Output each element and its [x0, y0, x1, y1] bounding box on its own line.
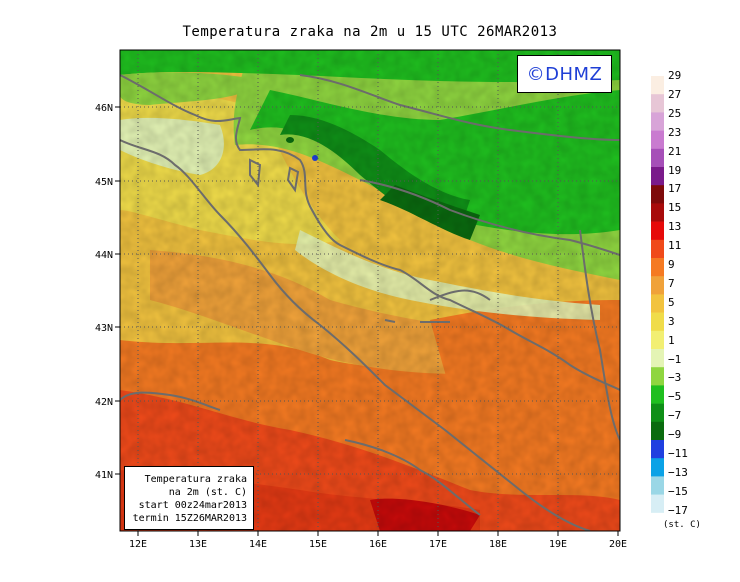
y-tick-label: 43N — [95, 323, 113, 334]
colorbar-label: −3 — [668, 371, 682, 385]
colorbar-label: 27 — [668, 87, 682, 101]
colorbar-label: −7 — [668, 409, 682, 423]
x-tick-label: 19E — [549, 539, 567, 550]
colorbar-label: 9 — [668, 258, 675, 271]
colorbar-swatch — [651, 221, 664, 241]
gridlines — [120, 50, 620, 531]
colorbar-label: 3 — [668, 314, 675, 328]
info-box: Temperatura zraka na 2m (st. C) start 00… — [124, 466, 254, 530]
colorbar-swatch — [651, 294, 664, 313]
colorbar-swatch — [651, 258, 664, 277]
x-tick-label: 12E — [129, 539, 147, 550]
info-line: na 2m (st. C) — [168, 487, 247, 498]
colorbar-label: 15 — [668, 201, 682, 215]
colorbar-swatch — [651, 440, 664, 459]
colorbar-label: 7 — [668, 276, 675, 290]
colorbar-label: 5 — [668, 295, 675, 309]
colorbar-label: −17 — [668, 503, 688, 517]
dhmz-logo: ©DHMZ — [517, 55, 612, 93]
colorbar-unit: (st. C) — [663, 520, 701, 530]
colorbar-swatch — [651, 494, 664, 513]
x-tick-labels: 12E 13E 14E 15E 16E 17E 18E 19E 20E — [129, 539, 627, 550]
colorbar-swatch — [651, 385, 664, 404]
colorbar-swatch — [651, 421, 664, 441]
colorbar-swatch — [651, 148, 664, 168]
x-tick-label: 14E — [249, 539, 267, 550]
colorbar-label: −11 — [668, 447, 688, 460]
x-tick-label: 20E — [609, 539, 627, 550]
colorbar-swatch — [651, 203, 664, 222]
colorbar-swatch — [651, 312, 664, 332]
colorbar-swatch — [651, 112, 664, 131]
colorbar-label: 11 — [668, 239, 682, 253]
colorbar-swatch — [651, 403, 664, 423]
temperature-field — [120, 50, 620, 531]
colorbar-label: 17 — [668, 182, 682, 196]
colorbar-label: 21 — [668, 144, 682, 158]
colorbar-label: 13 — [668, 220, 682, 234]
colorbar — [651, 76, 664, 513]
colorbar-swatch — [651, 349, 664, 368]
colorbar-swatch — [651, 458, 664, 477]
colorbar-swatch — [651, 239, 664, 259]
x-tick-label: 13E — [189, 539, 207, 550]
map-title: Temperatura zraka na 2m u 15 UTC 26MAR20… — [182, 24, 558, 40]
coastline — [120, 74, 620, 531]
colorbar-swatch — [651, 185, 664, 204]
colorbar-label: 25 — [668, 106, 682, 120]
colorbar-swatch — [651, 330, 664, 350]
x-tick-label: 17E — [429, 539, 447, 550]
colorbar-swatch — [651, 94, 664, 113]
colorbar-swatch — [651, 167, 664, 186]
colorbar-label: −5 — [668, 390, 682, 404]
y-tick-label: 45N — [95, 177, 113, 188]
x-tick-label: 15E — [309, 539, 327, 550]
info-line: termin 15Z26MAR2013 — [132, 513, 247, 524]
colorbar-label: 23 — [668, 125, 682, 139]
colorbar-label: −9 — [668, 428, 682, 442]
y-tick-label: 42N — [95, 397, 113, 408]
x-tick-label: 18E — [489, 539, 507, 550]
x-tick-label: 16E — [369, 539, 387, 550]
colorbar-label: −13 — [668, 465, 688, 479]
colorbar-swatch — [651, 276, 664, 295]
colorbar-swatch — [651, 130, 664, 150]
y-tick-label: 46N — [95, 103, 113, 114]
axis-ticks — [115, 106, 619, 536]
colorbar-label: −1 — [668, 352, 682, 366]
colorbar-label: 19 — [668, 163, 682, 177]
map-border — [119, 49, 621, 532]
y-tick-label: 44N — [95, 250, 113, 261]
y-tick-labels: 41N 42N 43N 44N 45N 46N — [95, 103, 113, 481]
info-line: Temperatura zraka — [144, 474, 247, 485]
colorbar-swatch — [651, 367, 664, 386]
y-tick-label: 41N — [95, 470, 113, 481]
info-line: start 00z24mar2013 — [138, 500, 247, 511]
colorbar-label: 29 — [668, 69, 682, 82]
colorbar-label: −15 — [668, 484, 688, 498]
colorbar-swatch — [651, 476, 664, 495]
colorbar-swatch — [651, 76, 664, 95]
colorbar-label: 1 — [668, 333, 675, 347]
